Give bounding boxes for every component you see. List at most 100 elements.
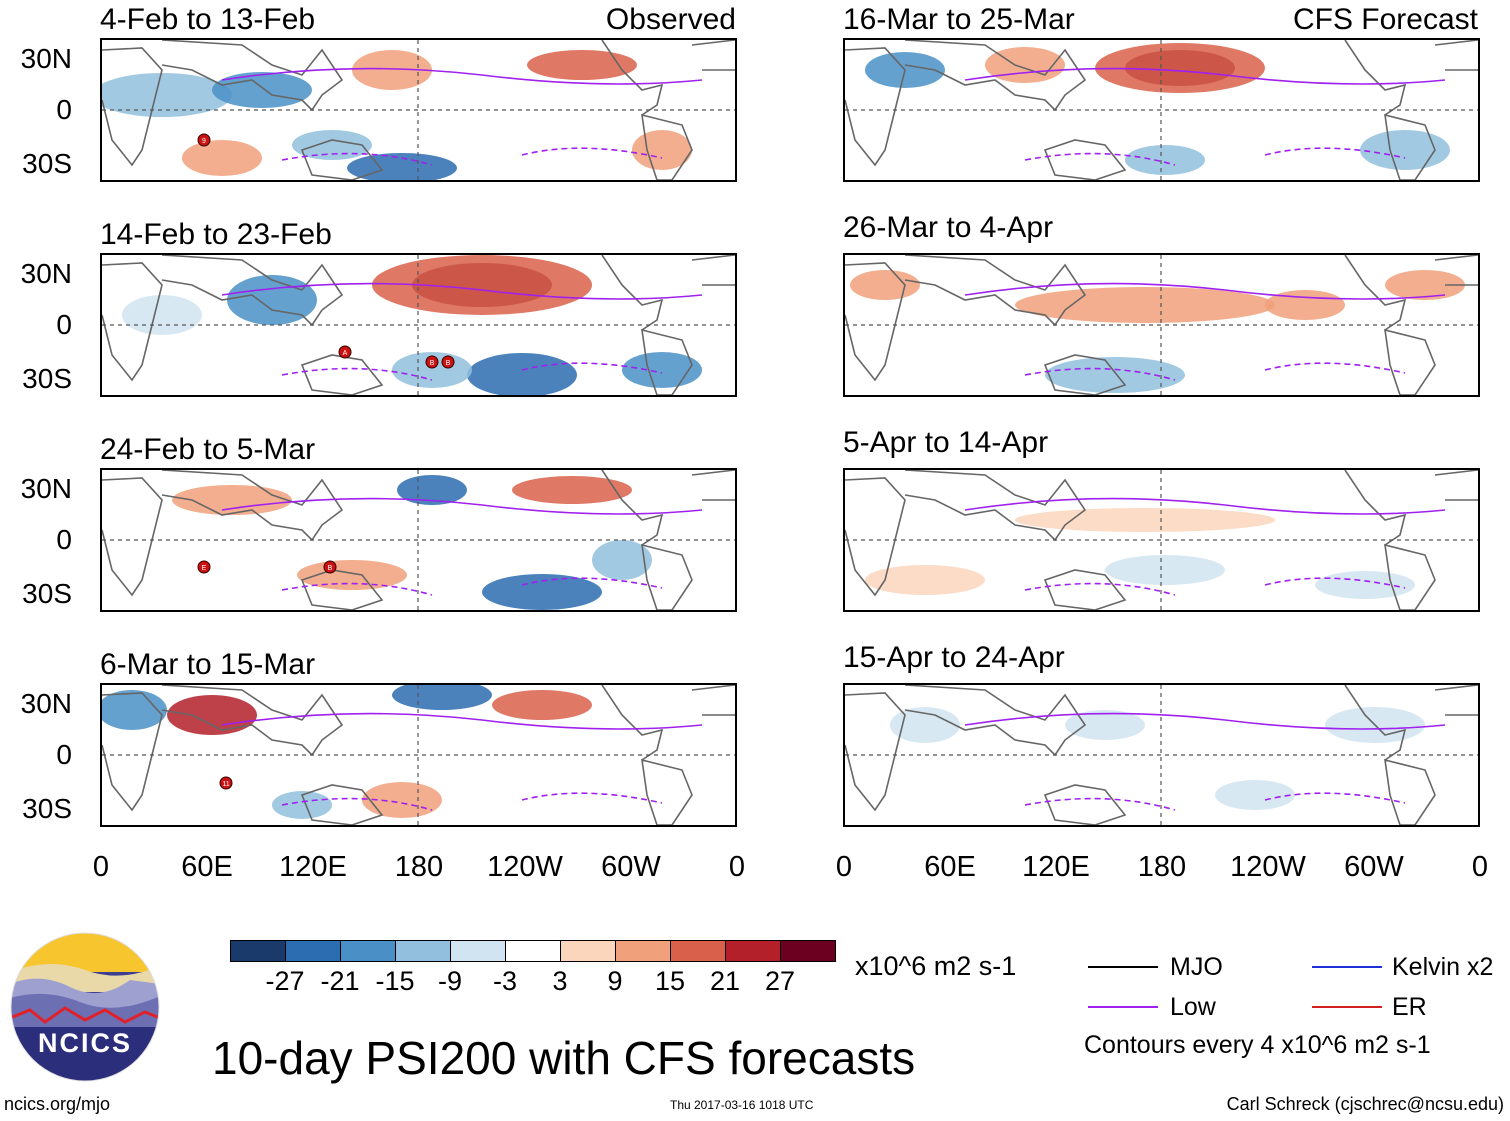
lon-label: 60W bbox=[1344, 851, 1404, 883]
legend-mjo-label: MJO bbox=[1170, 953, 1223, 981]
ncics-logo[interactable]: NCICS bbox=[10, 932, 160, 1082]
panel-title: 15-Apr to 24-Apr bbox=[843, 641, 1065, 674]
coastlines bbox=[845, 685, 1478, 825]
colorbar-tick-label: 9 bbox=[607, 966, 623, 996]
legend-mjo-line bbox=[1088, 966, 1158, 968]
anomaly-blob bbox=[527, 50, 637, 80]
coastlines bbox=[102, 685, 735, 825]
colorbar-swatch bbox=[285, 940, 341, 962]
lon-label: 180 bbox=[1137, 851, 1187, 883]
anomaly-shading bbox=[102, 50, 692, 180]
colorbar-swatch bbox=[450, 940, 506, 962]
anomaly-blob bbox=[1315, 571, 1415, 599]
anomaly-blob bbox=[397, 475, 467, 505]
storm-marker bbox=[425, 355, 439, 369]
storm-marker bbox=[323, 560, 337, 574]
grid-lines bbox=[845, 255, 1478, 395]
colorbar-tick-label: 3 bbox=[552, 966, 568, 996]
colorbar-tick-label: 27 bbox=[764, 966, 796, 996]
anomaly-blob bbox=[292, 130, 372, 160]
storm-label: B bbox=[446, 360, 451, 367]
map-plot bbox=[843, 38, 1480, 182]
colorbar-tick-label: -27 bbox=[265, 966, 305, 996]
storm-marker bbox=[197, 133, 211, 147]
coastlines bbox=[845, 470, 1478, 610]
grid-lines bbox=[102, 685, 735, 825]
anomaly-blob bbox=[890, 707, 960, 743]
colorbar-swatch bbox=[395, 940, 451, 962]
coastlines bbox=[845, 255, 1478, 395]
lat-label: 30S bbox=[22, 578, 72, 609]
anomaly-blob bbox=[167, 695, 257, 735]
low-contours bbox=[964, 282, 1446, 381]
legend-low-line bbox=[1088, 1006, 1158, 1008]
footer-url[interactable]: ncics.org/mjo bbox=[4, 1094, 111, 1114]
storm-marker bbox=[197, 560, 211, 574]
footer-credit: Carl Schreck (cjschrec@ncsu.edu) bbox=[1226, 1094, 1504, 1114]
lon-label: 0 bbox=[835, 851, 853, 883]
anomaly-blob bbox=[1265, 290, 1345, 320]
map-plot: 11 bbox=[100, 683, 737, 827]
footer-timestamp: Thu 2017-03-16 1018 UTC bbox=[670, 1098, 814, 1112]
ncics-logo-text: NCICS bbox=[37, 1028, 132, 1058]
anomaly-shading bbox=[865, 43, 1450, 175]
anomaly-shading bbox=[122, 255, 702, 395]
low-contours bbox=[964, 712, 1446, 811]
anomaly-blob bbox=[352, 50, 432, 90]
panel-title: 5-Apr to 14-Apr bbox=[843, 426, 1049, 459]
lat-label: 30N bbox=[20, 688, 72, 719]
lat-label: 30S bbox=[22, 148, 72, 179]
anomaly-shading bbox=[865, 508, 1415, 599]
lon-label: 120E bbox=[279, 851, 347, 883]
colorbar-tick-label: -15 bbox=[375, 966, 415, 996]
colorbar-swatch bbox=[340, 940, 396, 962]
anomaly-blob bbox=[272, 791, 332, 819]
grid-lines bbox=[845, 685, 1478, 825]
lat-label: 30N bbox=[20, 473, 72, 504]
storm-marker bbox=[338, 345, 352, 359]
lat-label: 30S bbox=[22, 793, 72, 824]
lon-label: 120W bbox=[1230, 851, 1306, 883]
anomaly-blob bbox=[632, 130, 692, 170]
lat-label: 30S bbox=[22, 363, 72, 394]
anomaly-blob bbox=[492, 690, 592, 720]
contours-note: Contours every 4 x10^6 m2 s-1 bbox=[1084, 1031, 1431, 1059]
anomaly-blob bbox=[850, 270, 920, 300]
anomaly-blob bbox=[512, 476, 632, 504]
grid-lines bbox=[845, 40, 1478, 180]
anomaly-shading bbox=[850, 270, 1465, 393]
storm-label: 11 bbox=[222, 781, 229, 788]
anomaly-blob bbox=[1015, 508, 1275, 532]
map-plot: 9 bbox=[100, 38, 737, 182]
colorbar-tick-label: 21 bbox=[709, 966, 741, 996]
grid-lines bbox=[102, 470, 735, 610]
low-contours bbox=[221, 67, 703, 166]
panel-title: 14-Feb to 23-Feb bbox=[100, 218, 332, 251]
anomaly-blob bbox=[865, 565, 985, 595]
anomaly-blob bbox=[172, 485, 292, 515]
legend-kelvin-line bbox=[1312, 966, 1382, 968]
grid-lines bbox=[102, 40, 735, 180]
legend-er-label: ER bbox=[1392, 993, 1427, 1021]
colorbar-tick-label: 15 bbox=[654, 966, 686, 996]
anomaly-blob bbox=[1065, 710, 1145, 740]
anomaly-blob bbox=[1105, 555, 1225, 585]
legend-kelvin-label: Kelvin x2 bbox=[1392, 953, 1494, 981]
panel-title: 24-Feb to 5-Mar bbox=[100, 433, 316, 466]
lon-label: 180 bbox=[394, 851, 444, 883]
anomaly-blob bbox=[362, 782, 442, 818]
colorbar-swatch bbox=[780, 940, 836, 962]
colorbar-tick-label: -21 bbox=[320, 966, 360, 996]
colorbar-swatch bbox=[725, 940, 781, 962]
anomaly-blob bbox=[122, 295, 202, 335]
lat-label: 30N bbox=[20, 258, 72, 289]
lon-label: 0 bbox=[728, 851, 746, 883]
anomaly-blob bbox=[467, 353, 577, 395]
anomaly-blob bbox=[592, 540, 652, 580]
anomaly-blob bbox=[212, 72, 312, 108]
storm-label: B bbox=[430, 360, 435, 367]
grid-lines bbox=[845, 470, 1478, 610]
map-plot bbox=[843, 683, 1480, 827]
anomaly-blob bbox=[1045, 357, 1185, 393]
